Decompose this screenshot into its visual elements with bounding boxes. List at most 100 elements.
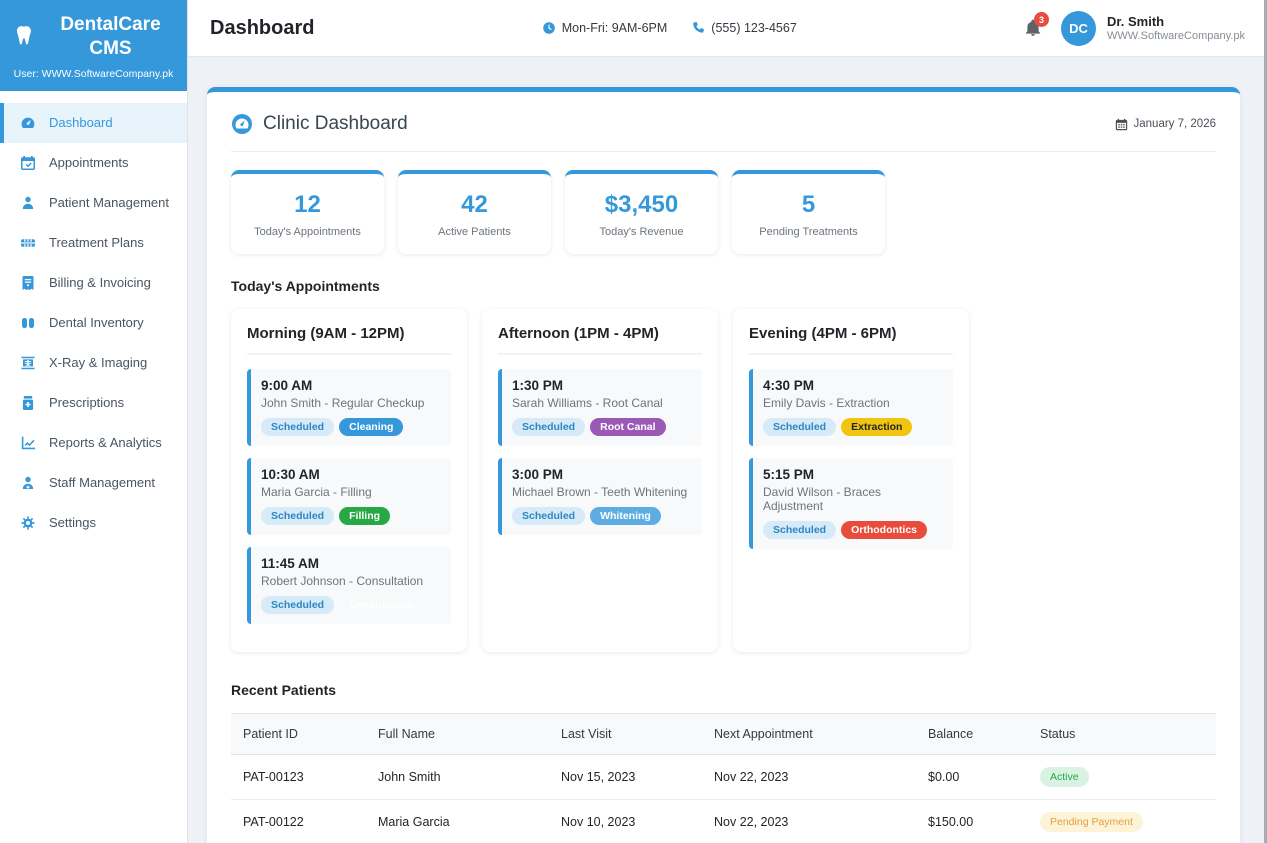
stats-row: 12 Today's Appointments 42 Active Patien… (231, 170, 1216, 254)
treatment-type-badge: Extraction (841, 418, 913, 436)
chart-line-icon (20, 435, 36, 451)
sidebar-item-label: Reports & Analytics (49, 435, 162, 450)
sidebar-item-label: Patient Management (49, 195, 169, 210)
clinic-phone: (555) 123-4567 (691, 21, 797, 35)
period-title: Evening (4PM - 6PM) (749, 325, 953, 355)
calendar-icon (1115, 118, 1128, 131)
appointment-slot[interactable]: 3:00 PM Michael Brown - Teeth Whitening … (498, 458, 702, 535)
sidebar-nav: Dashboard Appointments Patient Managemen… (0, 91, 187, 543)
sidebar: DentalCare CMS User: WWW.SoftwareCompany… (0, 0, 188, 843)
status-badge: Scheduled (261, 596, 335, 614)
treatment-type-badge: Orthodontics (841, 521, 928, 539)
patient-icon (20, 195, 36, 211)
col-patient-id: Patient ID (231, 713, 366, 755)
brand-user: User: WWW.SoftwareCompany.pk (13, 67, 174, 80)
appointments-section-title: Today's Appointments (231, 278, 380, 294)
notifications-button[interactable]: 3 (1024, 12, 1050, 37)
period-afternoon: Afternoon (1PM - 4PM) 1:30 PM Sarah Will… (482, 309, 718, 652)
sidebar-item-staff[interactable]: Staff Management (0, 463, 187, 503)
user-info: Dr. Smith WWW.SoftwareCompany.pk (1107, 14, 1245, 42)
teeth-icon (20, 235, 36, 251)
cell-balance: $0.00 (916, 754, 1028, 800)
period-title: Morning (9AM - 12PM) (247, 325, 451, 355)
slot-time: 11:45 AM (261, 556, 320, 571)
sidebar-item-label: Billing & Invoicing (49, 275, 151, 290)
treatment-type-badge: Whitening (590, 507, 661, 525)
sidebar-item-appointments[interactable]: Appointments (0, 143, 187, 183)
sidebar-item-dashboard[interactable]: Dashboard (0, 102, 187, 143)
page-title: Dashboard (210, 16, 315, 39)
treatment-type-badge: Cleaning (339, 418, 404, 436)
cell-last-visit: Nov 15, 2023 (549, 754, 702, 800)
cell-patient-id: PAT-00122 (231, 799, 366, 843)
treatment-type-badge: Root Canal (590, 418, 666, 436)
sidebar-item-xray[interactable]: X-Ray & Imaging (0, 343, 187, 383)
appointment-slot[interactable]: 1:30 PM Sarah Williams - Root Canal Sche… (498, 369, 702, 446)
slot-detail: Maria Garcia - Filling (261, 485, 372, 499)
period-title: Afternoon (1PM - 4PM) (498, 325, 702, 355)
gear-icon (20, 515, 36, 531)
table-row[interactable]: PAT-00122 Maria Garcia Nov 10, 2023 Nov … (231, 799, 1216, 843)
date-text: January 7, 2026 (1133, 118, 1216, 130)
sidebar-item-label: Settings (49, 515, 96, 530)
patient-status-badge: Pending Payment (1040, 812, 1143, 832)
sidebar-item-treatment-plans[interactable]: Treatment Plans (0, 223, 187, 263)
appointment-slot[interactable]: 4:30 PM Emily Davis - Extraction Schedul… (749, 369, 953, 446)
main-area: Dashboard Mon-Fri: 9AM-6PM (555) 123-456… (188, 0, 1267, 843)
stat-pending-treatments: 5 Pending Treatments (732, 170, 885, 254)
cell-patient-id: PAT-00123 (231, 754, 366, 800)
status-badge: Scheduled (261, 507, 335, 525)
user-name: Dr. Smith (1107, 14, 1165, 29)
slot-detail: Michael Brown - Teeth Whitening (512, 485, 688, 499)
slot-time: 3:00 PM (512, 467, 564, 482)
cell-full-name: Maria Garcia (366, 799, 549, 843)
sidebar-item-patient-management[interactable]: Patient Management (0, 183, 187, 223)
avatar[interactable]: DC (1061, 10, 1097, 46)
status-badge: Scheduled (763, 418, 837, 436)
slot-detail: John Smith - Regular Checkup (261, 396, 425, 410)
sidebar-item-label: Appointments (49, 155, 129, 170)
sidebar-item-prescriptions[interactable]: Prescriptions (0, 383, 187, 423)
cell-full-name: John Smith (366, 754, 549, 800)
col-balance: Balance (916, 713, 1028, 755)
cell-last-visit: Nov 10, 2023 (549, 799, 702, 843)
col-next-appointment: Next Appointment (702, 713, 916, 755)
col-full-name: Full Name (366, 713, 549, 755)
status-badge: Scheduled (763, 521, 837, 539)
stat-value: 42 (461, 191, 488, 218)
table-row[interactable]: PAT-00123 John Smith Nov 15, 2023 Nov 22… (231, 754, 1216, 800)
sidebar-item-reports[interactable]: Reports & Analytics (0, 423, 187, 463)
notification-badge: 3 (1034, 12, 1050, 27)
appointment-slot[interactable]: 10:30 AM Maria Garcia - Filling Schedule… (247, 458, 451, 535)
sidebar-item-dental-inventory[interactable]: Dental Inventory (0, 303, 187, 343)
slot-detail: David Wilson - Braces Adjustment (763, 485, 882, 513)
appointment-slot[interactable]: 9:00 AM John Smith - Regular Checkup Sch… (247, 369, 451, 446)
tooth-icon (12, 24, 38, 50)
sidebar-item-label: Staff Management (49, 475, 155, 490)
status-badge: Scheduled (512, 418, 586, 436)
slot-detail: Robert Johnson - Consultation (261, 574, 424, 588)
sidebar-item-settings[interactable]: Settings (0, 503, 187, 543)
appointment-slot[interactable]: 11:45 AM Robert Johnson - Consultation S… (247, 547, 451, 624)
stat-todays-revenue: $3,450 Today's Revenue (565, 170, 718, 254)
stat-value: 5 (801, 191, 816, 218)
treatment-type-badge: Consultation (339, 596, 424, 614)
patient-status-badge: Active (1040, 767, 1089, 787)
sidebar-item-label: Treatment Plans (49, 235, 144, 250)
xray-icon (20, 355, 36, 371)
user-area: 3 DC Dr. Smith WWW.SoftwareCompany.pk (1024, 10, 1245, 46)
prescription-bottle-icon (20, 395, 36, 411)
treatment-type-badge: Filling (339, 507, 391, 525)
sidebar-item-billing[interactable]: Billing & Invoicing (0, 263, 187, 303)
window-scrollbar[interactable] (1264, 0, 1267, 843)
top-header: Dashboard Mon-Fri: 9AM-6PM (555) 123-456… (188, 0, 1267, 57)
inventory-icon (20, 315, 36, 331)
stat-label: Active Patients (438, 226, 511, 238)
stat-label: Today's Appointments (254, 226, 361, 238)
invoice-icon (20, 275, 36, 291)
col-status: Status (1028, 713, 1216, 755)
appointment-slot[interactable]: 5:15 PM David Wilson - Braces Adjustment… (749, 458, 953, 549)
clinic-phone-text: (555) 123-4567 (711, 21, 797, 35)
content-area: Clinic Dashboard January 7, 2026 12 Toda… (188, 57, 1267, 843)
